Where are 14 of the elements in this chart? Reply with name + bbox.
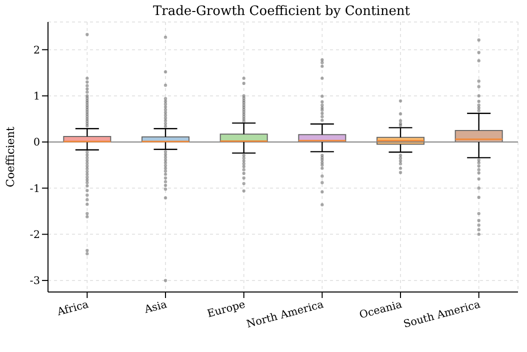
y-tick-label: 1 — [33, 90, 40, 103]
x-tick-label: Oceania — [358, 298, 404, 322]
y-tick-label: -3 — [30, 275, 40, 288]
x-tick-label: Europe — [206, 298, 247, 320]
x-tick-label: Africa — [55, 298, 90, 319]
chart-title: Trade-Growth Coefficient by Continent — [152, 4, 412, 19]
y-tick-label: -2 — [30, 229, 40, 242]
x-tick-label: South America — [402, 298, 482, 331]
y-tick-label: 0 — [33, 136, 40, 149]
y-tick-label: 2 — [33, 44, 40, 56]
x-tick-label: Asia — [142, 298, 168, 316]
x-tick-label: North America — [245, 298, 325, 331]
y-axis-title: Coefficient — [4, 126, 17, 188]
y-tick-label: -1 — [30, 182, 40, 195]
